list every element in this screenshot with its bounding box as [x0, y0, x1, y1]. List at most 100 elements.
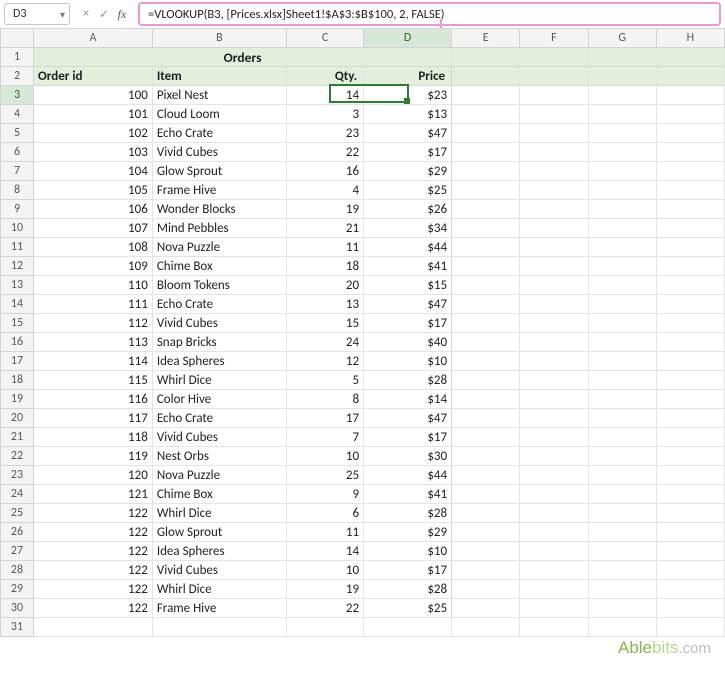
cell-blank[interactable]	[34, 618, 153, 637]
cell-blank[interactable]	[520, 333, 588, 352]
cell-blank[interactable]	[452, 333, 520, 352]
cell-price[interactable]: $44	[364, 238, 452, 257]
cell-item[interactable]: Chime Box	[152, 257, 286, 276]
header-order-id[interactable]: Order id	[34, 67, 153, 86]
cell-order-id[interactable]: 115	[34, 371, 153, 390]
cell-item[interactable]: Echo Crate	[152, 124, 286, 143]
cell-blank[interactable]	[152, 618, 286, 637]
cell-price[interactable]: $29	[364, 523, 452, 542]
cell-blank[interactable]	[452, 485, 520, 504]
cell-qty[interactable]: 24	[287, 333, 364, 352]
row-header-4[interactable]: 4	[1, 105, 34, 124]
cell-blank[interactable]	[588, 314, 656, 333]
cell-blank[interactable]	[656, 219, 724, 238]
cell-qty[interactable]: 10	[287, 561, 364, 580]
cell-order-id[interactable]: 118	[34, 428, 153, 447]
cell-qty[interactable]: 4	[287, 181, 364, 200]
cell-order-id[interactable]: 111	[34, 295, 153, 314]
cell-item[interactable]: Idea Spheres	[152, 542, 286, 561]
row-header-2[interactable]: 2	[1, 67, 34, 86]
cell-blank[interactable]	[520, 219, 588, 238]
cell-blank[interactable]	[588, 542, 656, 561]
cell-price[interactable]: $10	[364, 352, 452, 371]
row-header-18[interactable]: 18	[1, 371, 34, 390]
cell-blank[interactable]	[452, 276, 520, 295]
cell-blank[interactable]	[452, 504, 520, 523]
cell-blank[interactable]	[656, 143, 724, 162]
cell-order-id[interactable]: 109	[34, 257, 153, 276]
cell-blank[interactable]	[656, 523, 724, 542]
cell-item[interactable]: Frame Hive	[152, 181, 286, 200]
cell-price[interactable]: $28	[364, 504, 452, 523]
cell-blank[interactable]	[452, 409, 520, 428]
cell-item[interactable]: Glow Sprout	[152, 162, 286, 181]
cell-blank[interactable]	[656, 48, 724, 67]
cell-blank[interactable]	[452, 105, 520, 124]
row-header-25[interactable]: 25	[1, 504, 34, 523]
cell-blank[interactable]	[452, 181, 520, 200]
cell-item[interactable]: Vivid Cubes	[152, 143, 286, 162]
row-header-5[interactable]: 5	[1, 124, 34, 143]
cell-price[interactable]: $30	[364, 447, 452, 466]
cell-price[interactable]: $10	[364, 542, 452, 561]
cell-blank[interactable]	[287, 618, 364, 637]
cell-blank[interactable]	[520, 523, 588, 542]
cell-blank[interactable]	[520, 485, 588, 504]
cell-qty[interactable]: 22	[287, 599, 364, 618]
row-header-11[interactable]: 11	[1, 238, 34, 257]
cell-item[interactable]: Vivid Cubes	[152, 314, 286, 333]
cell-price[interactable]: $17	[364, 428, 452, 447]
cell-item[interactable]: Vivid Cubes	[152, 428, 286, 447]
cell-blank[interactable]	[452, 257, 520, 276]
row-header-15[interactable]: 15	[1, 314, 34, 333]
fx-icon[interactable]: fx	[114, 7, 130, 22]
cell-blank[interactable]	[520, 86, 588, 105]
cell-blank[interactable]	[656, 314, 724, 333]
cell-blank[interactable]	[656, 124, 724, 143]
cell-blank[interactable]	[452, 219, 520, 238]
cell-blank[interactable]	[588, 333, 656, 352]
cell-blank[interactable]	[452, 466, 520, 485]
cell-item[interactable]: Color Hive	[152, 390, 286, 409]
cell-blank[interactable]	[656, 295, 724, 314]
col-header-F[interactable]: F	[520, 29, 588, 48]
row-header-26[interactable]: 26	[1, 523, 34, 542]
col-header-C[interactable]: C	[287, 29, 364, 48]
cell-blank[interactable]	[452, 48, 520, 67]
cell-item[interactable]: Vivid Cubes	[152, 561, 286, 580]
row-header-28[interactable]: 28	[1, 561, 34, 580]
row-header-19[interactable]: 19	[1, 390, 34, 409]
cell-blank[interactable]	[452, 86, 520, 105]
cell-blank[interactable]	[588, 409, 656, 428]
cell-blank[interactable]	[520, 561, 588, 580]
cell-blank[interactable]	[452, 599, 520, 618]
cell-qty[interactable]: 23	[287, 124, 364, 143]
cell-blank[interactable]	[520, 352, 588, 371]
cell-order-id[interactable]: 102	[34, 124, 153, 143]
cell-order-id[interactable]: 119	[34, 447, 153, 466]
cell-order-id[interactable]: 106	[34, 200, 153, 219]
cell-order-id[interactable]: 112	[34, 314, 153, 333]
header-qty[interactable]: Qty.	[287, 67, 364, 86]
cell-blank[interactable]	[588, 105, 656, 124]
cell-order-id[interactable]: 114	[34, 352, 153, 371]
name-box[interactable]: D3 ▾	[4, 3, 70, 25]
col-header-H[interactable]: H	[656, 29, 724, 48]
row-header-3[interactable]: 3	[1, 86, 34, 105]
cell-price[interactable]: $17	[364, 143, 452, 162]
cell-qty[interactable]: 19	[287, 580, 364, 599]
cell-blank[interactable]	[520, 143, 588, 162]
cell-price[interactable]: $40	[364, 333, 452, 352]
cell-item[interactable]: Bloom Tokens	[152, 276, 286, 295]
col-header-E[interactable]: E	[452, 29, 520, 48]
cell-item[interactable]: Snap Bricks	[152, 333, 286, 352]
cell-qty[interactable]: 20	[287, 276, 364, 295]
cell-blank[interactable]	[588, 257, 656, 276]
cell-blank[interactable]	[520, 67, 588, 86]
cell-price[interactable]: $44	[364, 466, 452, 485]
cell-blank[interactable]	[588, 485, 656, 504]
cell-blank[interactable]	[520, 599, 588, 618]
cell-item[interactable]: Pixel Nest	[152, 86, 286, 105]
row-header-31[interactable]: 31	[1, 618, 34, 637]
cell-blank[interactable]	[452, 143, 520, 162]
